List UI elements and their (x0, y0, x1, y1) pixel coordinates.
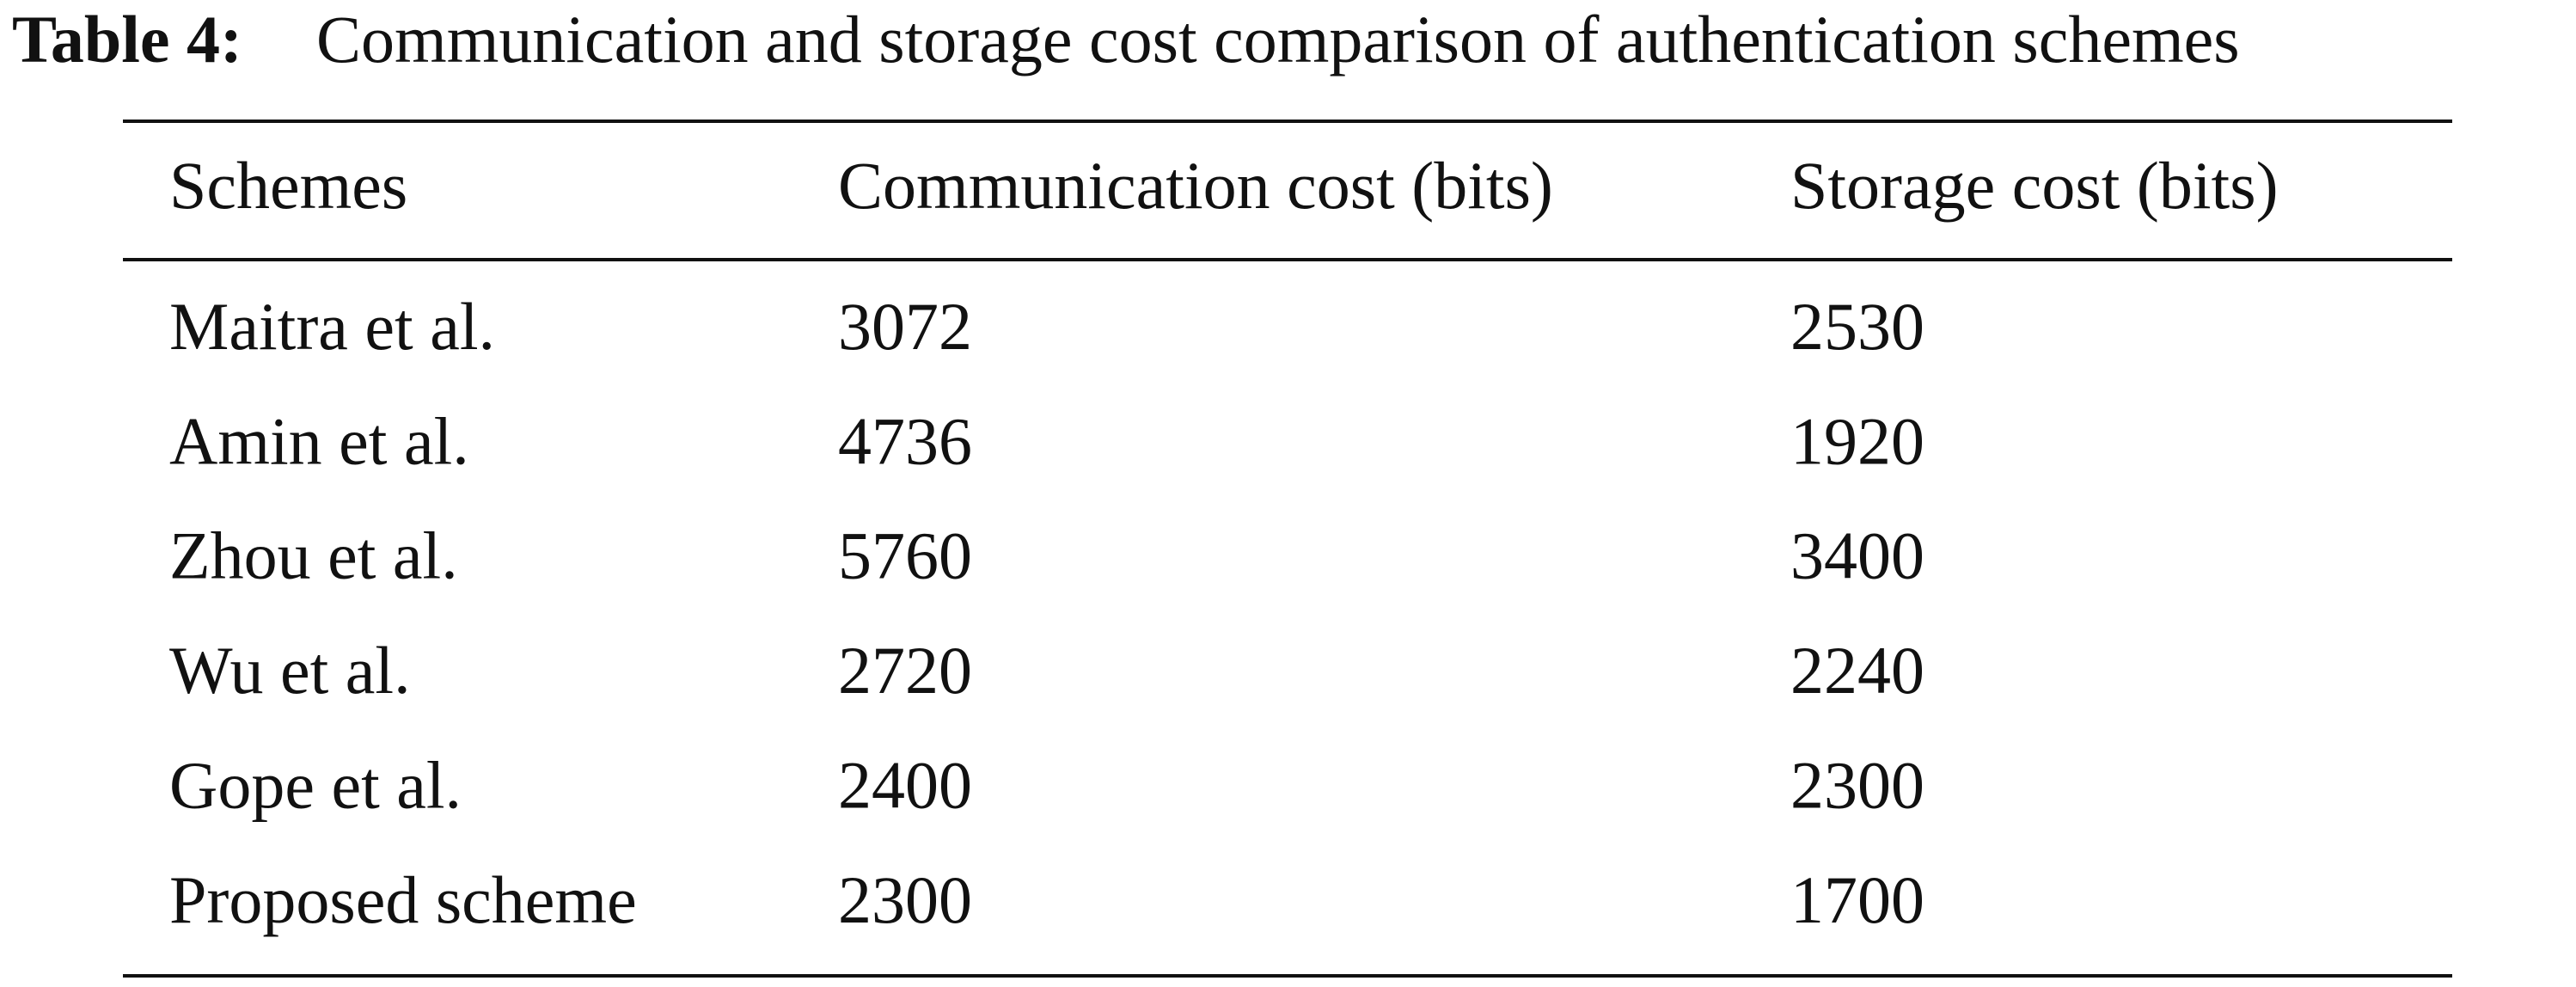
cost-cell: 2300 (1790, 748, 1924, 823)
scheme-name: Proposed scheme (169, 862, 637, 937)
caption-text: Communication and storage cost compariso… (316, 2, 2240, 77)
scheme-name: Wu et al. (169, 633, 411, 708)
header-cell: Storage cost (bits) (1790, 148, 2279, 223)
header-cell: Communication cost (bits) (838, 148, 1553, 223)
cost-cell: 4736 (838, 403, 972, 478)
header-cell: Schemes (169, 148, 407, 223)
scheme-name: Gope et al. (169, 748, 462, 823)
scheme-name: Maitra et al. (169, 289, 495, 364)
cost-cell: 2300 (838, 862, 972, 937)
cost-cell: 5760 (838, 518, 972, 593)
scheme-name: Amin et al. (169, 403, 469, 478)
caption-label: Table 4: (12, 2, 242, 77)
cost-cell: 3072 (838, 289, 972, 364)
cost-cell: 3400 (1790, 518, 1924, 593)
cost-cell: 2720 (838, 633, 972, 708)
cost-cell: 2240 (1790, 633, 1924, 708)
scheme-name: Zhou et al. (169, 518, 458, 593)
cost-cell: 1700 (1790, 862, 1924, 937)
cost-cell: 1920 (1790, 403, 1924, 478)
cost-cell: 2530 (1790, 289, 1924, 364)
cost-cell: 2400 (838, 748, 972, 823)
